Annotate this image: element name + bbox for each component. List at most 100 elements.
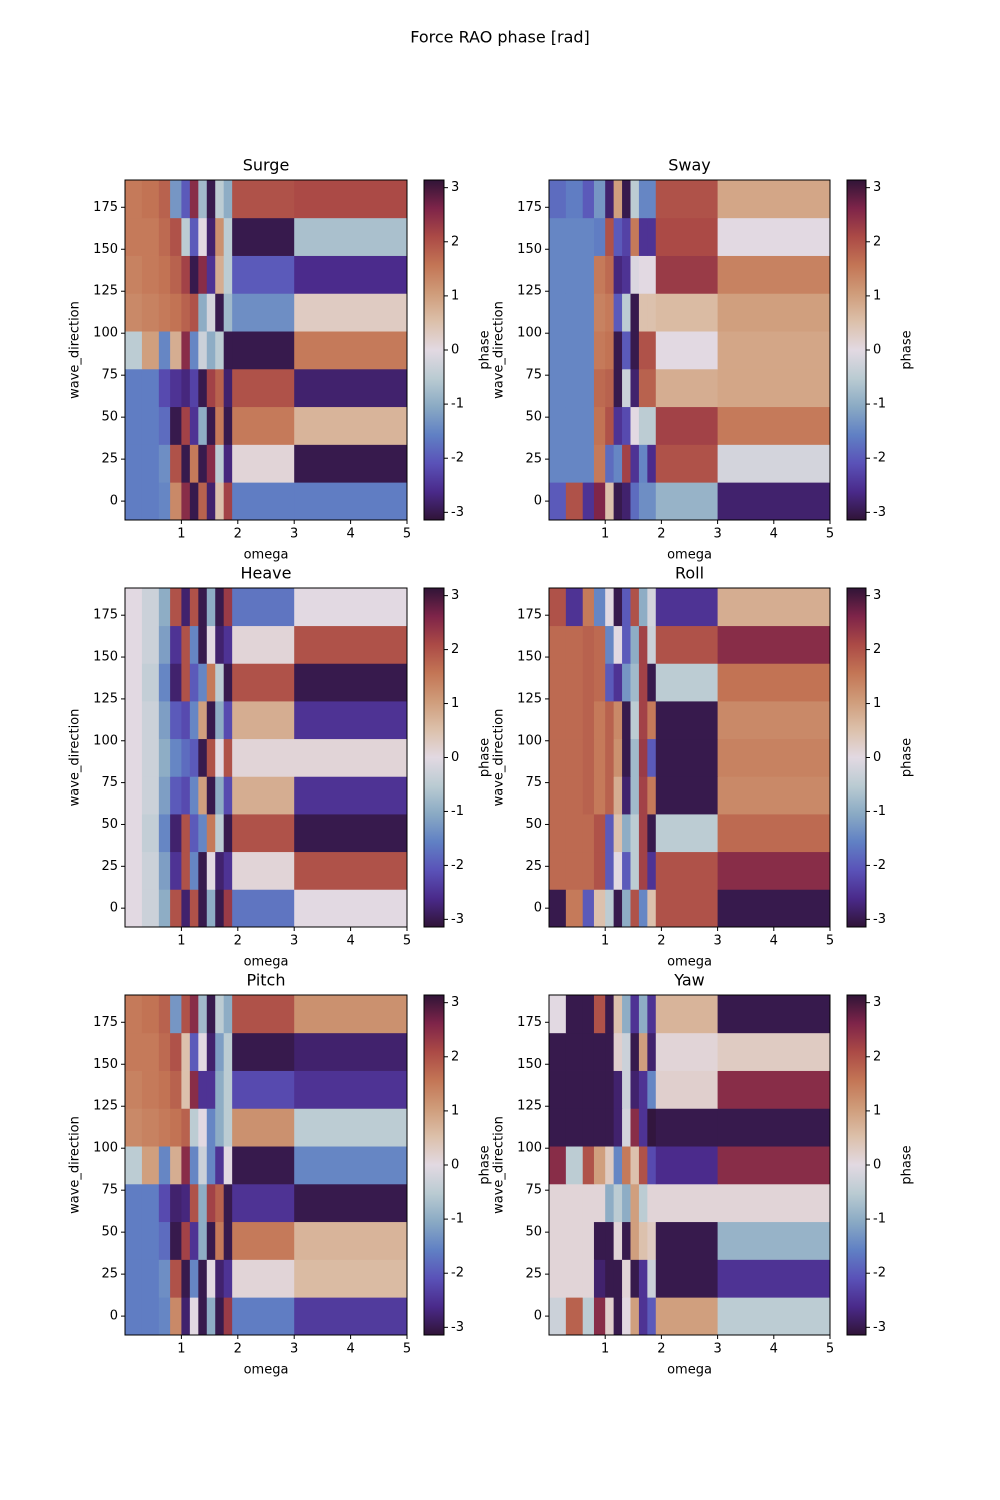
heatmap-cell (294, 1070, 408, 1109)
heatmap-cell (294, 482, 408, 521)
heatmap-cell (549, 1070, 567, 1109)
heatmap-cell (605, 701, 615, 740)
heatmap-cell (232, 331, 295, 370)
y-tick-label: 125 (517, 1099, 542, 1114)
heatmap-cell (125, 1183, 143, 1223)
x-tick-label: 1 (177, 527, 185, 542)
heatmap-cell (605, 588, 615, 627)
heatmap-cell (206, 814, 216, 853)
heatmap-cell (141, 663, 160, 702)
heatmap-cell (170, 482, 182, 521)
x-tick-label: 4 (346, 1342, 354, 1357)
heatmap-cell (141, 995, 160, 1034)
heatmap-cell (198, 331, 208, 370)
heatmap-cell (622, 1259, 631, 1298)
y-tick-label: 0 (110, 1309, 118, 1324)
heatmap-cell (215, 1259, 225, 1298)
heatmap-cell (158, 588, 171, 627)
heatmap-cell (223, 406, 233, 445)
heatmap-cell (206, 625, 216, 664)
heatmap-cell (593, 889, 606, 928)
heatmap-cell (198, 738, 208, 777)
x-tick-label: 2 (657, 934, 665, 949)
heatmap-cell (141, 331, 160, 370)
heatmap-cell (717, 1183, 831, 1223)
heatmap-cell (232, 588, 295, 627)
heatmap-cell (593, 776, 606, 815)
heatmap-cell (206, 995, 216, 1034)
heatmap-cell (232, 1146, 295, 1185)
heatmap-cell (655, 406, 718, 445)
heatmap-cell (215, 331, 225, 370)
heatmap-cell (655, 663, 718, 702)
heatmap-cell (223, 1146, 233, 1185)
heatmap-cell (181, 1032, 191, 1071)
heatmap-cell (638, 217, 648, 256)
heatmap-cell (232, 444, 295, 483)
heatmap-cell (206, 1146, 216, 1185)
heatmap-cell (158, 368, 171, 408)
y-tick-label: 150 (93, 650, 118, 665)
heatmap-cell (565, 1108, 584, 1147)
heatmap-cell (582, 368, 595, 408)
heatmap-cell (647, 1146, 657, 1185)
heatmap-cell (582, 255, 595, 294)
heatmap-cell (206, 1297, 216, 1336)
heatmap-cell (198, 995, 208, 1034)
heatmap-cell (223, 889, 233, 928)
heatmap-cell (638, 889, 648, 928)
heatmap-cell (613, 406, 623, 445)
colorbar-tick-label: -3 (451, 912, 464, 927)
y-tick-label: 25 (101, 1267, 118, 1282)
heatmap-cell (223, 851, 233, 890)
heatmap-cell (622, 663, 631, 702)
heatmap-cell (158, 1259, 171, 1298)
colorbar-tick-label: 0 (873, 343, 881, 358)
heatmap-cell (647, 368, 657, 408)
heatmap-cell (198, 1297, 208, 1336)
heatmap-cell (605, 889, 615, 928)
heatmap-cell (198, 1259, 208, 1298)
x-tick-label: 3 (713, 934, 721, 949)
heatmap-cell (647, 1259, 657, 1298)
heatmap-cell (215, 1183, 225, 1223)
heatmap-cell (549, 444, 567, 483)
y-tick-label: 75 (525, 775, 542, 790)
colorbar-tick-label: -2 (873, 858, 886, 873)
y-tick-label: 0 (110, 901, 118, 916)
heatmap-cell (141, 889, 160, 928)
heatmap-cell (582, 1070, 595, 1109)
heatmap-cell (605, 995, 615, 1034)
heatmap-cell (582, 331, 595, 370)
heatmap-cell (613, 814, 623, 853)
heatmap-cell (189, 368, 199, 408)
heatmap-cell (647, 406, 657, 445)
heatmap-cell (125, 625, 143, 664)
heatmap-cell (181, 889, 191, 928)
y-tick-label: 75 (525, 1183, 542, 1198)
x-tick-label: 3 (290, 527, 298, 542)
heatmap-cell (170, 1221, 182, 1260)
heatmap-cell (198, 1146, 208, 1185)
heatmap-cell (206, 1183, 216, 1223)
heatmap-cell (223, 738, 233, 777)
heatmap-cell (593, 482, 606, 521)
x-tick-label: 4 (770, 934, 778, 949)
heatmap-cell (125, 701, 143, 740)
colorbar-tick-label: -2 (451, 858, 464, 873)
heatmap-cell (638, 1146, 648, 1185)
heatmap-cell (189, 1032, 199, 1071)
heatmap-cell (630, 255, 640, 294)
heatmap-cell (232, 1297, 295, 1336)
heatmap-cell (605, 1146, 615, 1185)
y-tick-label: 100 (93, 1141, 118, 1156)
heatmap-cell (158, 406, 171, 445)
heatmap-cell (593, 625, 606, 664)
heatmap-cell (189, 851, 199, 890)
heatmap-cell (189, 889, 199, 928)
heatmap-cell (125, 1297, 143, 1336)
heatmap-cell (549, 180, 567, 219)
x-tick-label: 1 (177, 934, 185, 949)
heatmap-cell (593, 1108, 606, 1147)
heatmap-cell (125, 663, 143, 702)
